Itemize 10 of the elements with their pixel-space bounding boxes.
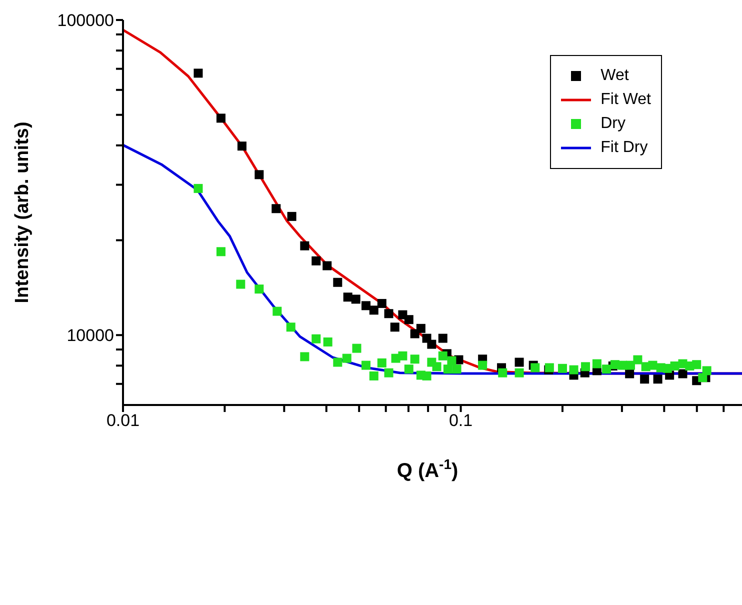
legend-label: Dry xyxy=(600,115,626,133)
x-tick-label: 0.1 xyxy=(448,411,473,430)
legend-label: Wet xyxy=(600,67,629,85)
y-axis-title: Intensity (arb. units) xyxy=(12,122,33,304)
y-tick-label: 10000 xyxy=(66,326,114,346)
x-tick-label: 0.01 xyxy=(106,411,140,430)
legend-label: Fit Wet xyxy=(600,91,651,109)
y-tick-label: 100000 xyxy=(57,11,114,30)
legend-label: Fit Dry xyxy=(600,139,648,157)
x-axis-title: Q (A$^{-1}$) xyxy=(396,456,458,482)
